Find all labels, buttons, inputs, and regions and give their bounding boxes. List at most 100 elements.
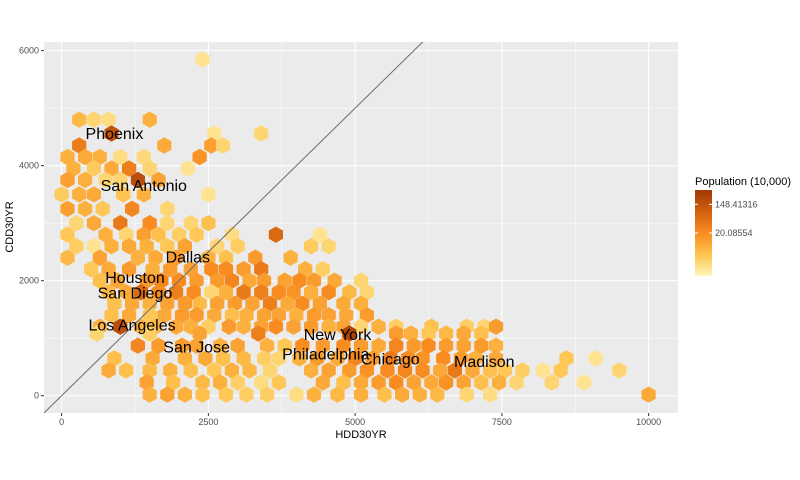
hex-bin: [535, 362, 551, 379]
hex-bin: [439, 374, 454, 391]
hex-bin: [86, 111, 101, 128]
city-label: Houston: [105, 270, 165, 287]
hex-bin: [327, 272, 342, 289]
hex-bin: [315, 337, 330, 354]
hex-bin: [72, 186, 87, 203]
hex-bin: [353, 337, 369, 354]
hex-bin: [254, 284, 269, 301]
hex-bin: [474, 374, 489, 391]
hex-bin: [139, 238, 154, 255]
hex-bin: [142, 307, 157, 324]
hex-bin: [163, 261, 178, 278]
hex-bin: [201, 186, 216, 203]
hex-bin: [389, 337, 404, 354]
hex-bin: [465, 362, 480, 379]
hex-bin: [160, 386, 175, 403]
hex-bin: [119, 362, 134, 379]
hex-bin: [215, 350, 231, 367]
hex-bin: [312, 226, 327, 243]
hex-bin: [136, 186, 151, 203]
hex-bin: [195, 386, 210, 403]
hex-bin: [430, 386, 445, 403]
hex-bin: [101, 362, 116, 379]
y-axis-ticks: 0 2000 4000 6000: [19, 46, 44, 401]
hex-bin: [215, 137, 231, 154]
hex-bin: [377, 386, 392, 403]
hex-bin: [160, 215, 175, 232]
hex-bin: [177, 350, 192, 367]
hex-bin: [72, 111, 87, 128]
hex-bin: [436, 350, 451, 367]
hex-bin: [353, 295, 369, 312]
city-label: Chicago: [361, 352, 420, 369]
hex-bin: [456, 374, 471, 391]
hex-bin: [406, 374, 421, 391]
hex-bin: [60, 226, 75, 243]
hex-bin: [383, 350, 398, 367]
x-axis-title: HDD30YR: [335, 429, 386, 441]
hex-bin: [151, 226, 166, 243]
hex-bin: [207, 125, 222, 142]
hex-bin: [207, 362, 222, 379]
hex-bin: [242, 272, 257, 289]
hex-bin: [421, 325, 436, 342]
x-axis-ticks: 0 2500 5000 7500 10000: [59, 413, 661, 427]
legend-break-label: 148.41316: [715, 199, 758, 209]
hex-bin: [400, 350, 416, 367]
hex-bin: [268, 226, 283, 243]
hex-bin: [447, 362, 462, 379]
city-label: Dallas: [166, 250, 210, 267]
city-label: Phoenix: [86, 126, 144, 143]
hex-bin: [104, 125, 119, 142]
hex-bin: [260, 337, 275, 354]
hex-bin: [641, 386, 656, 403]
hex-bin: [397, 362, 413, 379]
hex-bin: [180, 160, 195, 177]
hex-bin: [389, 374, 404, 391]
hex-bin: [218, 249, 234, 266]
hex-bin: [321, 284, 336, 301]
hex-bin: [169, 284, 184, 301]
hex-bin: [122, 261, 137, 278]
hex-bin: [488, 337, 504, 354]
hex-bin: [60, 200, 75, 217]
hex-bin: [230, 337, 245, 354]
hex-bin: [142, 160, 157, 177]
hex-bin: [298, 261, 313, 278]
hex-bin: [101, 284, 116, 301]
hex-bin: [371, 318, 386, 335]
hex-bins: [54, 51, 656, 403]
hex-bin: [236, 284, 251, 301]
hex-bin: [321, 362, 336, 379]
hex-bin: [295, 337, 310, 354]
hex-bin: [142, 295, 157, 312]
hex-bin: [169, 318, 184, 335]
hex-bin: [60, 249, 75, 266]
hex-bin: [169, 249, 184, 266]
hex-bin: [456, 325, 471, 342]
hex-bin: [86, 186, 101, 203]
hex-bin: [122, 238, 137, 255]
hex-bin: [304, 362, 319, 379]
hex-bin: [177, 386, 192, 403]
hex-bin: [321, 318, 336, 335]
hex-bin: [201, 215, 216, 232]
legend-breaks: 148.41316 20.08554: [695, 199, 758, 238]
hex-bin: [468, 350, 483, 367]
hex-bin: [456, 337, 471, 354]
hex-bin: [262, 295, 278, 312]
hex-bin: [224, 272, 239, 289]
hex-bin: [78, 171, 93, 189]
hex-bin: [183, 362, 198, 379]
hex-bin: [145, 261, 160, 278]
city-label: New York: [304, 327, 373, 344]
hex-bin: [204, 137, 219, 154]
hex-bin: [304, 238, 319, 255]
hex-bin: [412, 386, 427, 403]
hex-bin: [395, 386, 410, 403]
hex-bin: [119, 284, 134, 301]
hex-bin: [453, 350, 468, 367]
hex-bin: [248, 249, 263, 266]
